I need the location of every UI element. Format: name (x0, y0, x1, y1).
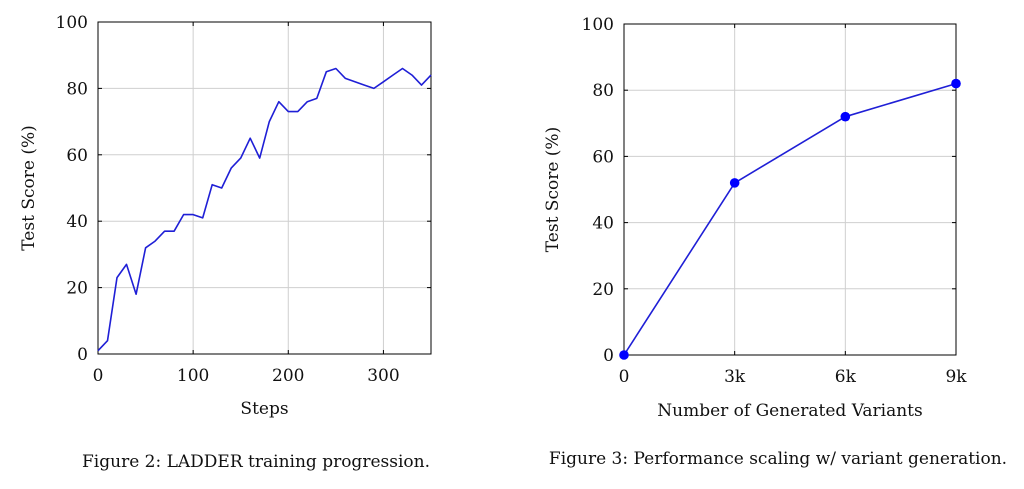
x-tick-label: 9k (945, 367, 967, 387)
data-point (840, 111, 851, 122)
data-point (619, 350, 629, 360)
data-point (951, 78, 961, 89)
x-tick-label: 0 (93, 366, 104, 386)
chart-training-progression: 0 100 200 300 0 20 40 60 80 100 Steps Test Score (%… (19, 13, 432, 472)
data-point (729, 178, 740, 188)
x-tick-label: 3k (724, 367, 746, 387)
y-tick-label: 0 (603, 346, 614, 366)
x-axis-title: Steps (240, 399, 288, 419)
plot-frame (623, 23, 957, 356)
x-tick-label: 100 (177, 366, 209, 386)
x-tick-label: 300 (367, 366, 399, 386)
figure-caption: Figure 3: Performance scaling w/ variant… (549, 449, 1007, 469)
y-axis-title: Test Score (%) (19, 125, 39, 250)
series-line (623, 82, 957, 356)
figure-caption: Figure 2: LADDER training progression. (82, 452, 430, 472)
x-tick-label: 0 (619, 367, 630, 387)
series-line (97, 67, 432, 352)
y-axis-title: Test Score (%) (543, 127, 563, 252)
chart-variant-scaling: 0 3k 6k 9k 0 20 40 60 80 100 Number of Generated V… (543, 15, 1007, 469)
y-tick-label: 20 (66, 279, 88, 299)
y-tick-label: 0 (77, 345, 88, 365)
y-tick-label: 40 (66, 212, 88, 232)
y-tick-label: 100 (56, 13, 88, 33)
y-tick-label: 80 (592, 81, 614, 101)
y-tick-label: 100 (582, 15, 614, 35)
y-tick-label: 60 (66, 146, 88, 166)
x-tick-label: 6k (835, 367, 857, 387)
x-tick-label: 200 (272, 366, 304, 386)
y-tick-label: 60 (592, 147, 614, 167)
x-axis-title: Number of Generated Variants (657, 401, 923, 421)
plot-frame (97, 21, 432, 355)
y-tick-label: 20 (592, 280, 614, 300)
y-tick-label: 40 (592, 214, 614, 234)
y-tick-label: 80 (66, 79, 88, 99)
